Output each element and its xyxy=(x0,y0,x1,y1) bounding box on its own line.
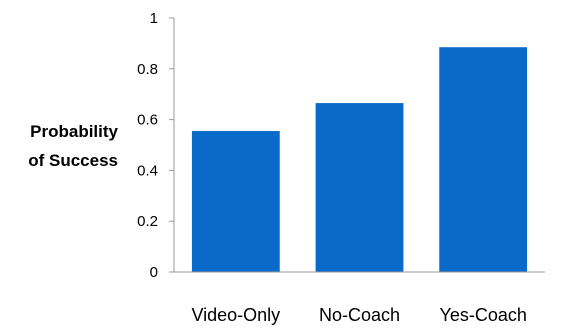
y-axis-ticks: 0 0.2 0.4 0.6 0.8 1 xyxy=(137,10,174,281)
y-tick-label: 1 xyxy=(150,10,158,27)
category-label: Video-Only xyxy=(191,305,280,325)
y-tick-label: 0 xyxy=(150,264,158,281)
y-tick-label: 0.8 xyxy=(137,61,158,78)
category-label: Yes-Coach xyxy=(439,305,526,325)
x-axis-categories: Video-Only No-Coach Yes-Coach xyxy=(191,305,526,325)
bar-yes-coach xyxy=(439,47,528,273)
bar-video-only xyxy=(191,131,280,272)
y-axis-label-line-1: Probability xyxy=(30,122,118,141)
y-tick-label: 0.6 xyxy=(137,112,158,129)
y-tick-label: 0.4 xyxy=(137,162,158,179)
y-axis-label-line-2: of Success xyxy=(28,151,118,170)
bar-no-coach xyxy=(315,103,404,272)
bars xyxy=(191,47,528,273)
category-label: No-Coach xyxy=(319,305,400,325)
y-tick-label: 0.2 xyxy=(137,213,158,230)
